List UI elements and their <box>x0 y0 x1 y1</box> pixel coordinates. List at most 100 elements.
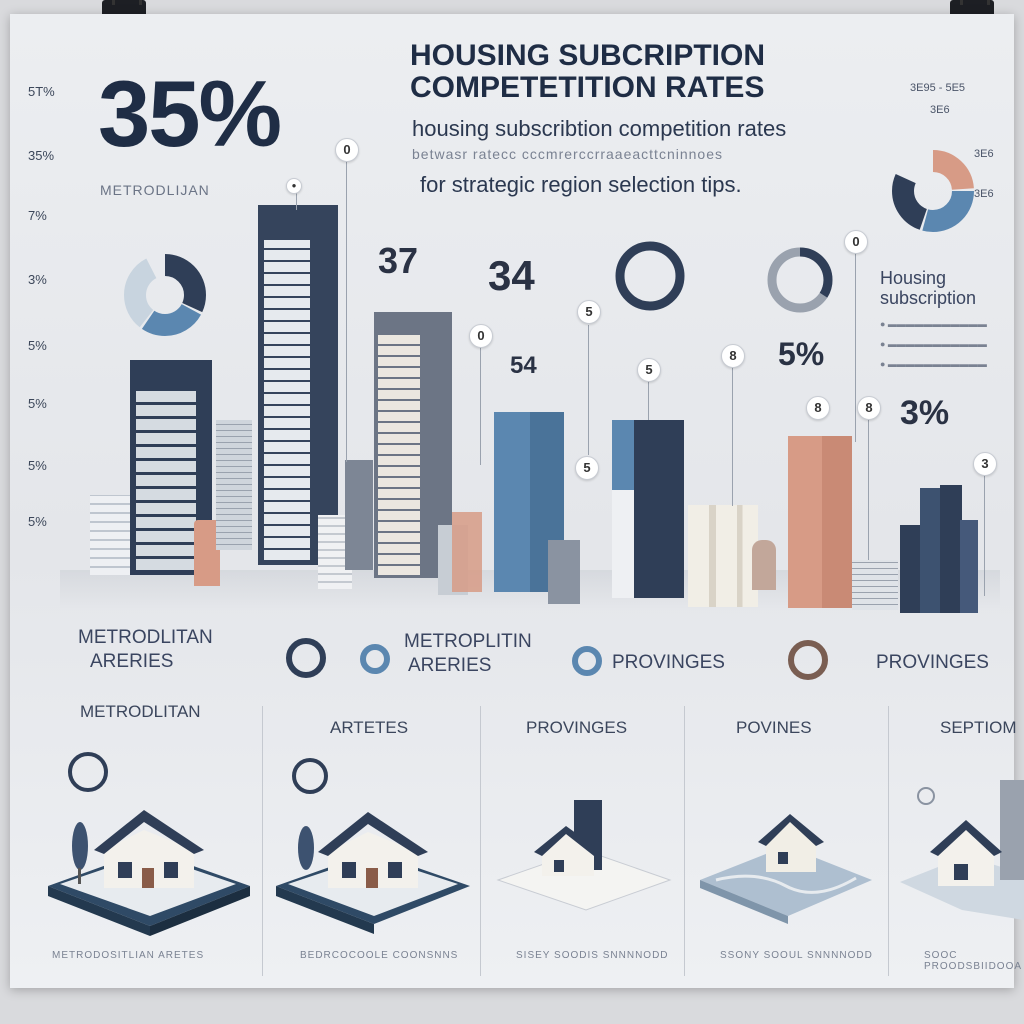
title-line-1: HOUSING SUBCRIPTION <box>410 39 766 72</box>
headline-stat: 35% <box>98 61 282 166</box>
pin-marker: 5 <box>575 456 599 480</box>
pie-label: 3E6 <box>930 104 950 116</box>
building-windows <box>136 390 196 570</box>
right-legend-item: ● ▬▬▬▬▬▬▬▬▬▬▬ <box>880 319 987 329</box>
bar-value: 37 <box>378 240 419 281</box>
y-axis-label: 7% <box>28 208 47 223</box>
selection-tips: for strategic region selection tips. <box>420 172 742 197</box>
pin-stem <box>855 252 856 442</box>
right-legend-item: ● ▬▬▬▬▬▬▬▬▬▬▬ <box>880 339 987 349</box>
pin-stem <box>984 476 985 596</box>
card-footer: BEDRCOCOOLE COONSNNS <box>300 950 459 961</box>
pin-marker: 3 <box>973 452 997 476</box>
pin-stem <box>588 325 589 455</box>
building <box>852 560 898 610</box>
legend-item-metropolitan-2: METROPLITIN ARERIES <box>404 630 532 678</box>
building-windows <box>264 240 310 560</box>
card-divider <box>480 706 481 976</box>
card-footer: SOOC PROODSBIIDOOA <box>924 950 1023 972</box>
building <box>216 420 252 550</box>
card-title: SEPTIOM <box>940 718 1017 737</box>
headline-stat-label: METRODLIJAN <box>100 182 210 198</box>
bar-value: 54 <box>510 352 537 379</box>
building <box>194 520 220 586</box>
pin-stem <box>480 345 481 465</box>
legend-ring-icon <box>360 644 390 674</box>
pin-stem <box>296 192 297 210</box>
legend-item-provinces-2: PROVINGES <box>876 652 989 673</box>
bar-value: 5% <box>778 336 825 372</box>
y-axis-label: 5% <box>28 338 47 353</box>
legend-label: ARERIES <box>408 655 492 676</box>
legend-label: METROPLITIN <box>404 631 532 652</box>
legend-ring-icon <box>788 640 828 680</box>
ring-chart-gray <box>767 247 833 313</box>
pin-stem <box>732 366 733 506</box>
bar-navy <box>920 488 940 613</box>
card-footer: METRODOSITLIAN ARETES <box>52 950 205 961</box>
pin-marker: 0 <box>844 230 868 254</box>
y-axis-label: 5% <box>28 396 47 411</box>
right-legend-title-2: subscription <box>880 288 977 308</box>
pin-marker: 0 <box>469 324 493 348</box>
pie-label: 3E6 <box>974 148 994 160</box>
y-axis-label: 35% <box>28 148 55 163</box>
card-title: METRODLITAN <box>80 702 201 721</box>
pin-marker: 8 <box>857 396 881 420</box>
legend-item-provinces: PROVINGES <box>612 652 725 673</box>
pin-stem <box>346 162 347 462</box>
card-divider <box>262 706 263 976</box>
legend-item-metropolitan: METRODLITAN ARERIES <box>78 626 213 674</box>
bar-value: 3% <box>900 394 950 432</box>
donut-chart-right <box>892 150 974 232</box>
right-legend-title-1: Housing <box>880 268 947 288</box>
card-title: POVINES <box>736 718 812 737</box>
building <box>752 540 776 590</box>
title-line-2: COMPETETITION RATES <box>410 71 765 104</box>
house-illustration-areas <box>276 758 470 934</box>
pin-marker: 8 <box>806 396 830 420</box>
pin-marker: ● <box>286 178 302 194</box>
pin-stem <box>868 420 869 560</box>
bar-light <box>612 490 634 598</box>
y-axis-label: 5T% <box>28 84 55 99</box>
y-axis-label: 5% <box>28 514 47 529</box>
house-illustration-metropolitan <box>48 752 250 936</box>
card-title: ARTETES <box>330 718 409 737</box>
card-divider <box>888 706 889 976</box>
legend-ring-icon <box>286 638 326 678</box>
pin-marker: 5 <box>637 358 661 382</box>
bar-navy <box>940 485 962 613</box>
house-illustration-provinces <box>496 800 672 911</box>
bar-value: 34 <box>488 252 535 299</box>
card-divider <box>684 706 685 976</box>
bar-cream <box>688 505 758 607</box>
building <box>548 540 580 604</box>
subtitle: housing subscribtion competition rates <box>412 116 787 141</box>
donut-chart-left <box>124 254 206 336</box>
pin-marker: 5 <box>577 300 601 324</box>
pin-stem <box>648 380 649 420</box>
building <box>452 512 482 592</box>
legend-label: ARERIES <box>90 651 174 672</box>
card-footer: SSONY SOOUL SNNNNODD <box>720 950 873 961</box>
pie-label: 3E6 <box>974 188 994 200</box>
pin-marker: 8 <box>721 344 745 368</box>
bar-navy <box>900 525 922 613</box>
building <box>90 495 132 575</box>
legend-label: METRODLITAN <box>78 627 213 648</box>
right-legend: Housing subscription ● ▬▬▬▬▬▬▬▬▬▬▬ ● ▬▬▬… <box>880 268 987 374</box>
y-axis-label: 3% <box>28 272 47 287</box>
house-illustration-subscription <box>900 780 1024 920</box>
house-illustration-provinces-2 <box>700 814 872 924</box>
card-title: PROVINGES <box>526 718 628 737</box>
building <box>345 460 373 570</box>
right-legend-item: ● ▬▬▬▬▬▬▬▬▬▬▬ <box>880 359 987 369</box>
bar-navy <box>960 520 978 613</box>
page-title: HOUSING SUBCRIPTION COMPETETITION RATES <box>410 40 765 104</box>
card-footer: SISEY SOODIS SNNNNODD <box>516 950 669 961</box>
pin-marker: 0 <box>335 138 359 162</box>
y-axis-label: 5% <box>28 458 47 473</box>
building-windows <box>378 335 420 575</box>
subtitle-blurred-line: betwasr ratecc cccmrerccrraaeacttcninnoe… <box>412 146 723 162</box>
